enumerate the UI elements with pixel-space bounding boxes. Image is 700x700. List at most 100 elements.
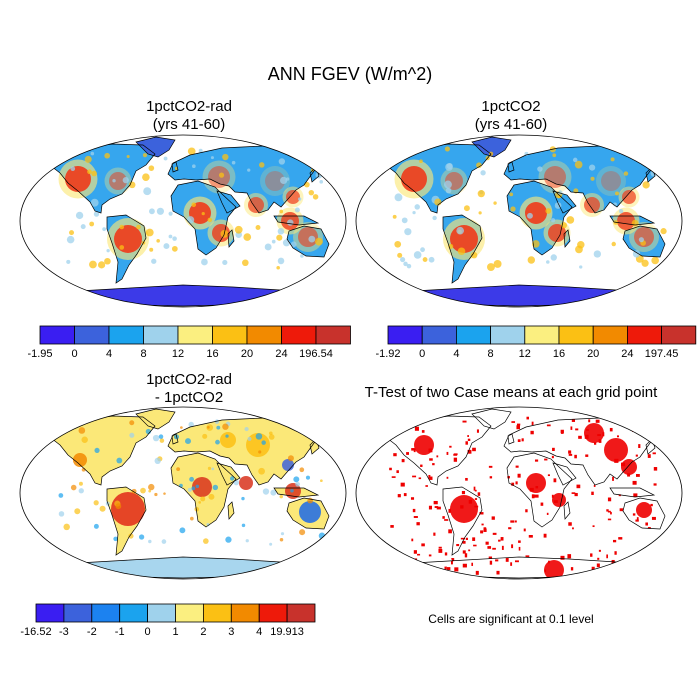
significant-cell xyxy=(444,552,448,556)
change-speck xyxy=(241,523,246,528)
significant-cell xyxy=(631,556,635,559)
field-speck xyxy=(80,224,86,230)
significant-cell xyxy=(515,465,519,468)
significant-cell xyxy=(602,432,605,437)
significant-cell xyxy=(411,538,414,542)
field-speck xyxy=(434,198,442,206)
field-speck xyxy=(143,187,152,196)
field-speck xyxy=(163,243,170,250)
significant-cell xyxy=(528,534,533,538)
change-speck xyxy=(207,466,212,471)
colorbar-c-swatch xyxy=(230,603,260,623)
significant-cell xyxy=(412,508,416,513)
field-speck xyxy=(222,259,228,266)
colorbar-b-swatch xyxy=(387,325,423,345)
change-speck xyxy=(78,481,83,486)
change-speck xyxy=(269,542,273,546)
coastline-arabia xyxy=(552,190,577,214)
land-arabia xyxy=(217,191,240,213)
significant-cell xyxy=(438,546,442,549)
significant-cell xyxy=(614,551,617,555)
map-border xyxy=(19,134,347,308)
field-speck xyxy=(89,221,95,227)
significant-cell xyxy=(511,482,515,486)
field-speck xyxy=(218,172,225,178)
significant-cell xyxy=(389,467,392,471)
field-speck xyxy=(470,251,478,259)
coastline-australia xyxy=(622,497,666,530)
field-speck xyxy=(419,159,423,164)
map-border xyxy=(355,134,683,308)
significant-cell xyxy=(403,493,407,497)
field-speck xyxy=(207,217,213,223)
significant-cell xyxy=(413,516,418,518)
change-speck xyxy=(225,536,232,543)
significant-cell xyxy=(411,448,415,451)
significant-cell xyxy=(489,560,493,565)
field-speck xyxy=(611,241,616,247)
significant-cell xyxy=(518,540,521,543)
significant-cell xyxy=(595,419,600,423)
colorbar-c: -16.52 -3 -2 -1 0 1 2 3 4 19.913 xyxy=(20,603,316,638)
change-speck xyxy=(70,484,77,491)
significant-cell xyxy=(543,533,547,538)
significant-cell xyxy=(428,448,433,453)
significant-cell xyxy=(474,489,477,492)
significant-cell xyxy=(606,554,608,559)
change-speck xyxy=(200,496,206,502)
coastline-greenland xyxy=(135,408,176,430)
significant-cell xyxy=(544,458,548,461)
change-speck xyxy=(152,434,160,442)
significant-cell xyxy=(390,525,394,528)
significant-cell xyxy=(609,427,613,432)
significant-cell xyxy=(597,557,600,560)
panel-b-title-line2: (yrs 41-60) xyxy=(474,116,548,133)
coastline-africa xyxy=(170,452,237,528)
significant-cell xyxy=(636,517,639,522)
colorbar-b-tick-label: 0 xyxy=(419,348,425,360)
hot-region xyxy=(189,202,211,224)
change-speck xyxy=(270,489,277,496)
field-speck xyxy=(642,181,650,189)
colorbar-c-swatch xyxy=(63,603,93,623)
significant-cell xyxy=(462,563,467,568)
change-region xyxy=(246,433,270,457)
field-speck xyxy=(271,239,276,244)
panel-a-title-line2: (yrs 41-60) xyxy=(152,116,226,133)
change-speck xyxy=(74,508,81,515)
significant-cell xyxy=(647,527,651,529)
significant-cell xyxy=(444,519,449,521)
coastline-arabia xyxy=(216,190,241,214)
coastline-indonesia xyxy=(273,487,320,498)
significant-cell xyxy=(649,548,654,552)
significant-cell xyxy=(460,537,466,540)
colorbar-c-swatch xyxy=(35,603,65,623)
significant-cell xyxy=(476,429,479,433)
significant-cell xyxy=(396,470,399,474)
change-speck xyxy=(245,539,249,543)
significant-cell xyxy=(607,518,612,521)
field-speck xyxy=(579,265,583,269)
field-speck xyxy=(222,153,229,161)
significant-cell xyxy=(588,419,591,423)
change-speck xyxy=(211,467,215,471)
field-speck xyxy=(394,240,402,248)
field-speck xyxy=(97,261,106,269)
significant-cell xyxy=(638,444,641,448)
change-speck xyxy=(244,426,249,432)
change-speck xyxy=(188,421,194,428)
significant-cell xyxy=(433,500,438,505)
colorbar-b-tick-label: -1.92 xyxy=(375,348,400,360)
significant-cell xyxy=(514,520,517,523)
field-speck xyxy=(572,157,578,163)
significant-cell xyxy=(518,546,521,551)
change-region xyxy=(220,432,236,448)
field-speck xyxy=(319,180,324,184)
field-speck xyxy=(403,261,408,267)
field-speck xyxy=(287,219,294,226)
field-speck xyxy=(631,219,639,227)
field-speck xyxy=(126,154,130,159)
significant-cell xyxy=(606,509,609,512)
panel-a-title: 1pctCO2-rad (yrs 41-60) xyxy=(30,98,348,134)
field-speck xyxy=(618,209,624,214)
